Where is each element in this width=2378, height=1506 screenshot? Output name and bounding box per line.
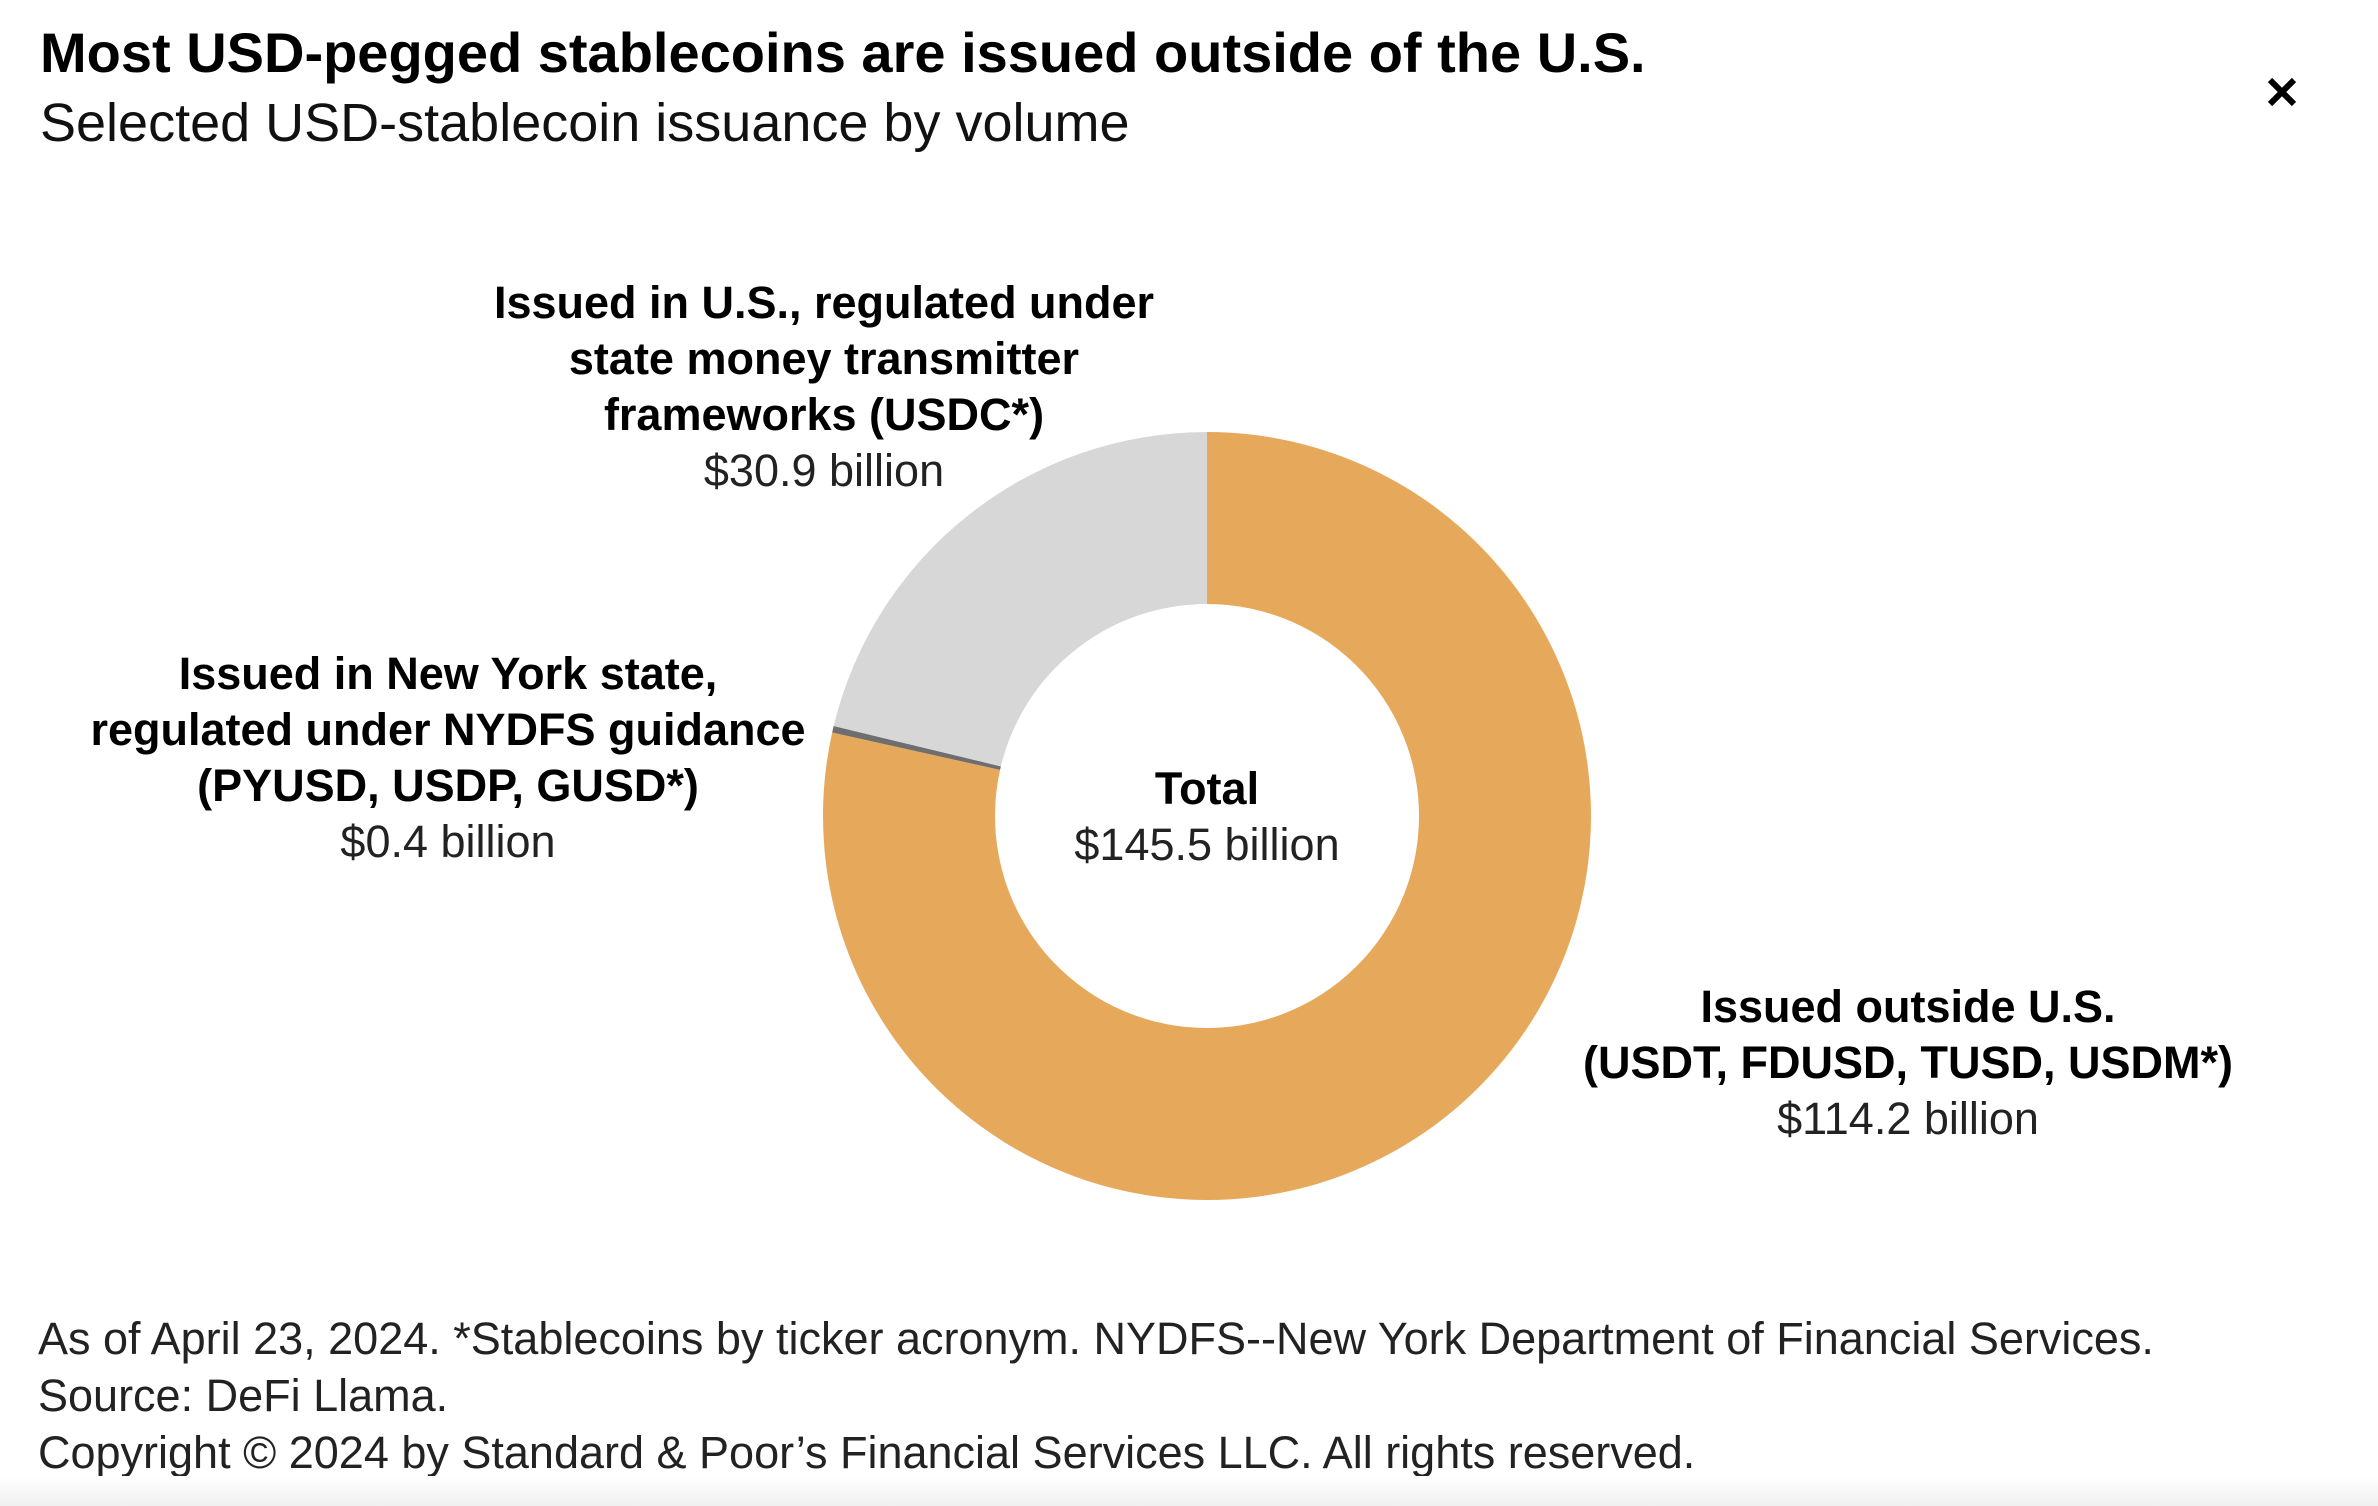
slice-label-us: Issued in U.S., regulated under state mo… (494, 275, 1154, 499)
footer: As of April 23, 2024. *Stablecoins by ti… (38, 1310, 2154, 1481)
donut-slice-2 (833, 432, 1207, 767)
slice-label-line: Issued in New York state, (178, 648, 718, 699)
slice-label-line: (PYUSD, USDP, GUSD*) (197, 760, 699, 811)
footnote: As of April 23, 2024. *Stablecoins by ti… (38, 1313, 2154, 1364)
center-value: $145.5 billion (1074, 819, 1340, 870)
slice-label-line: regulated under NYDFS guidance (90, 704, 806, 755)
slice-label-outside: Issued outside U.S. (USDT, FDUSD, TUSD, … (1583, 979, 2233, 1147)
chart-title: Most USD-pegged stablecoins are issued o… (40, 21, 1646, 84)
slice-label-line: state money transmitter (568, 333, 1080, 384)
slice-label-ny: Issued in New York state, regulated unde… (90, 646, 805, 870)
center-title: Total (1154, 763, 1260, 814)
close-icon[interactable] (2262, 72, 2302, 112)
slice-label-line: Issued in U.S., regulated under (493, 277, 1155, 328)
slice-value: $0.4 billion (340, 816, 556, 867)
donut-slice-1 (832, 726, 1001, 770)
slice-label-line: frameworks (USDC*) (603, 389, 1045, 440)
source: Source: DeFi Llama. (38, 1370, 449, 1421)
slice-label-line: (USDT, FDUSD, TUSD, USDM*) (1583, 1037, 2233, 1088)
center-label: Total $145.5 billion (1074, 761, 1339, 873)
copyright: Copyright © 2024 by Standard & Poor’s Fi… (38, 1427, 1696, 1478)
bottom-shade (0, 1476, 2378, 1506)
slice-value: $30.9 billion (703, 445, 945, 496)
slice-value: $114.2 billion (1777, 1093, 2039, 1144)
chart-subtitle: Selected USD-stablecoin issuance by volu… (40, 93, 1130, 153)
donut-slice-0 (823, 432, 1592, 1201)
slice-label-line: Issued outside U.S. (1700, 981, 2116, 1032)
